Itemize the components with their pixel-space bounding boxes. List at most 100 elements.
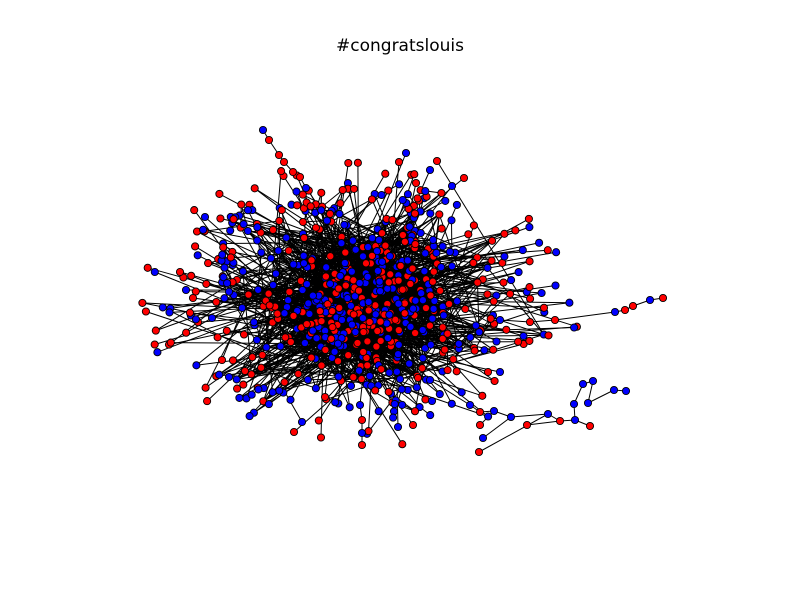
graph-node-blue bbox=[150, 267, 159, 277]
graph-node-red bbox=[354, 286, 363, 295]
graph-node-red bbox=[514, 337, 523, 346]
graph-node-red bbox=[543, 246, 552, 255]
graph-node-red bbox=[268, 318, 277, 327]
graph-edge bbox=[360, 365, 433, 402]
graph-node-blue bbox=[435, 390, 444, 399]
graph-edge bbox=[356, 185, 453, 310]
graph-node-blue bbox=[447, 216, 456, 225]
graph-node-blue bbox=[551, 281, 560, 290]
graph-node-blue bbox=[429, 235, 438, 244]
graph-node-red bbox=[410, 407, 420, 416]
graph-node-red bbox=[212, 297, 221, 307]
graph-node-red bbox=[478, 391, 487, 400]
graph-node-red bbox=[400, 309, 409, 318]
graph-node-red bbox=[473, 253, 482, 262]
graph-node-blue bbox=[418, 296, 427, 305]
graph-node-red bbox=[425, 321, 434, 330]
graph-node-blue bbox=[258, 125, 268, 135]
graph-node-red bbox=[436, 286, 445, 295]
graph-node-blue bbox=[215, 370, 224, 379]
graph-node-red bbox=[411, 328, 420, 338]
graph-node-blue bbox=[409, 304, 418, 313]
graph-node-red bbox=[143, 263, 152, 272]
graph-node-blue bbox=[453, 297, 462, 306]
graph-edge bbox=[487, 267, 545, 335]
graph-node-blue bbox=[264, 400, 273, 409]
graph-node-red bbox=[396, 261, 405, 270]
graph-node-blue bbox=[452, 200, 461, 209]
graph-node-blue bbox=[518, 246, 527, 255]
graph-node-blue bbox=[411, 296, 420, 305]
graph-node-blue bbox=[224, 287, 234, 296]
graph-node-red bbox=[204, 259, 213, 268]
graph-node-blue bbox=[483, 263, 492, 272]
graph-node-red bbox=[316, 433, 326, 442]
graph-node-blue bbox=[286, 395, 295, 404]
graph-node-red bbox=[473, 278, 482, 287]
graph-node-red bbox=[201, 383, 210, 392]
graph-node-blue bbox=[343, 294, 352, 303]
graph-node-red bbox=[388, 215, 397, 224]
graph-node-blue bbox=[373, 266, 382, 275]
graph-node-blue bbox=[420, 267, 429, 276]
graph-node-red bbox=[264, 289, 273, 298]
graph-node-red bbox=[438, 323, 447, 332]
graph-node-red bbox=[289, 311, 298, 320]
graph-node-red bbox=[483, 290, 492, 299]
graph-node-blue bbox=[398, 195, 407, 205]
graph-node-red bbox=[620, 305, 630, 315]
graph-node-blue bbox=[158, 303, 167, 312]
graph-node-blue bbox=[609, 385, 619, 395]
graph-node-blue bbox=[257, 248, 266, 257]
graph-node-blue bbox=[363, 242, 373, 252]
graph-node-red bbox=[525, 336, 534, 345]
graph-node-blue bbox=[297, 417, 307, 427]
graph-node-blue bbox=[192, 361, 201, 370]
graph-node-blue bbox=[398, 400, 407, 409]
graph-node-red bbox=[373, 326, 382, 336]
graph-edge bbox=[154, 295, 319, 345]
graph-node-blue bbox=[358, 252, 368, 261]
graph-node-red bbox=[428, 277, 437, 286]
graph-node-red bbox=[384, 387, 393, 396]
graph-node-blue bbox=[416, 228, 425, 238]
graph-node-red bbox=[141, 307, 150, 316]
graph-node-blue bbox=[506, 412, 516, 422]
graph-node-blue bbox=[253, 236, 262, 245]
graph-node-blue bbox=[268, 388, 277, 397]
graph-node-red bbox=[429, 267, 438, 276]
graph-node-blue bbox=[345, 403, 354, 412]
graph-node-blue bbox=[552, 248, 561, 257]
graph-node-blue bbox=[385, 252, 394, 261]
graph-edge bbox=[189, 312, 273, 323]
graph-node-blue bbox=[274, 246, 283, 255]
graph-edge bbox=[438, 214, 480, 329]
graph-node-red bbox=[281, 333, 290, 342]
graph-node-blue bbox=[302, 280, 311, 289]
graph-node-red bbox=[175, 267, 185, 277]
graph-node-blue bbox=[308, 291, 317, 300]
graph-node-blue bbox=[326, 279, 335, 288]
graph-node-red bbox=[289, 427, 299, 437]
graph-node-blue bbox=[224, 372, 234, 382]
graph-node-blue bbox=[191, 315, 200, 324]
graph-node-red bbox=[314, 416, 323, 425]
graph-node-red bbox=[280, 378, 289, 387]
graph-edge bbox=[499, 319, 531, 323]
graph-node-red bbox=[372, 342, 381, 351]
graph-node-blue bbox=[385, 310, 394, 319]
graph-node-blue bbox=[500, 252, 509, 261]
graph-node-blue bbox=[519, 331, 528, 341]
graph-node-blue bbox=[421, 344, 430, 353]
graph-node-red bbox=[658, 293, 668, 303]
graph-node-blue bbox=[484, 412, 493, 421]
graph-node-red bbox=[349, 310, 358, 319]
graph-node-red bbox=[357, 374, 366, 384]
graph-node-blue bbox=[397, 385, 406, 394]
graph-node-blue bbox=[475, 328, 484, 337]
graph-node-red bbox=[628, 301, 638, 311]
graph-node-red bbox=[328, 307, 337, 316]
graph-node-red bbox=[413, 373, 423, 382]
graph-node-red bbox=[240, 366, 250, 376]
graph-node-red bbox=[222, 326, 231, 335]
